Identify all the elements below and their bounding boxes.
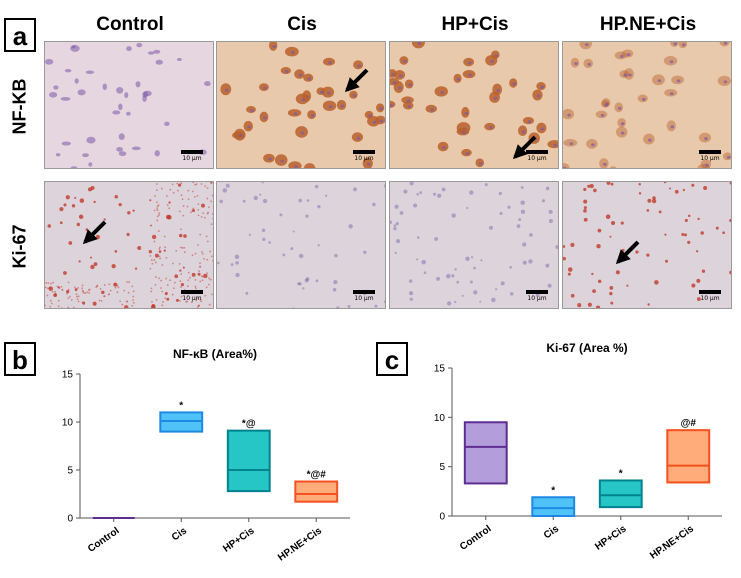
significance-label: * (551, 485, 555, 496)
significance-label: *@# (307, 470, 327, 481)
column-header-hp-cis: HP+Cis (441, 14, 509, 35)
y-tick-label: 0 (67, 514, 73, 525)
y-tick-label: 15 (434, 364, 446, 375)
nfkb-box-chart: NF-κB (Area%) 0 5 10 15 Control * Cis *@ HP+Cis *@… (62, 347, 350, 564)
y-tick-label: 15 (62, 370, 74, 381)
box-cis (531, 496, 576, 517)
category-label: HP.NE+Cis (276, 525, 324, 563)
scale-bar: 10 μm (181, 150, 203, 162)
panel-b-letter: b (4, 342, 36, 376)
micrograph-nfkb-hp-cis: 10 μm (389, 41, 559, 169)
micrograph-ki67-control: 10 μm (44, 181, 214, 309)
scale-bar-label: 10 μm (527, 295, 547, 302)
category-label: HP+Cis (221, 525, 257, 555)
significance-label: *@ (242, 419, 256, 430)
box-hp-cis (598, 479, 643, 509)
box-hp-ne-cis (666, 429, 711, 484)
micrograph-ki67-hp-ne-cis: 10 μm (562, 181, 732, 309)
box-control (463, 421, 508, 485)
category-label: Cis (170, 525, 189, 543)
category-label: HP+Cis (593, 523, 629, 553)
scale-bar-label: 10 μm (354, 155, 374, 162)
panel-c-letter: c (376, 342, 408, 376)
scale-bar: 10 μm (526, 150, 548, 162)
significance-label: * (619, 468, 623, 479)
micrograph-ki67-cis: 10 μm (216, 181, 386, 309)
box-hp-cis (226, 429, 271, 493)
row-label-ki67: Ki-67 (9, 224, 30, 269)
scale-bar-label: 10 μm (700, 155, 720, 162)
scale-bar: 10 μm (699, 290, 721, 302)
significance-label: @# (681, 418, 697, 429)
scale-bar: 10 μm (526, 290, 548, 302)
scale-bar-label: 10 μm (182, 295, 202, 302)
scale-bar: 10 μm (353, 290, 375, 302)
column-header-cis: Cis (287, 14, 317, 35)
scale-bar-label: 10 μm (182, 155, 202, 162)
micrograph-ki67-hp-cis: 10 μm (389, 181, 559, 309)
category-label: HP.NE+Cis (648, 523, 696, 561)
row-label-nfkb: NF-KB (9, 78, 30, 135)
category-label: Cis (542, 523, 561, 541)
category-label: Control (86, 525, 122, 555)
column-header-hp-ne-cis: HP.NE+Cis (599, 14, 697, 35)
y-tick-label: 5 (439, 462, 445, 473)
significance-label: * (179, 400, 183, 411)
scale-bar: 10 μm (181, 290, 203, 302)
y-tick-label: 10 (434, 413, 446, 424)
scale-bar-label: 10 μm (527, 155, 547, 162)
arrow-icon (615, 240, 640, 265)
scale-bar: 10 μm (699, 150, 721, 162)
y-tick-label: 0 (439, 512, 445, 523)
y-tick-label: 5 (67, 466, 73, 477)
scale-bar-label: 10 μm (700, 295, 720, 302)
scale-bar-label: 10 μm (354, 295, 374, 302)
arrow-icon (82, 220, 107, 245)
box-hp-ne-cis (294, 480, 339, 503)
y-tick-label: 10 (62, 418, 74, 429)
micrograph-nfkb-hp-ne-cis: 10 μm (562, 41, 732, 169)
ki67-box-chart: Ki-67 (Area %) 0 5 10 15 Control * Cis * HP+Cis @#… (434, 341, 722, 562)
scale-bar: 10 μm (353, 150, 375, 162)
chart-title: NF-κB (Area%) (173, 347, 257, 361)
micrograph-nfkb-control: 10 μm (44, 41, 214, 169)
arrow-icon (344, 68, 369, 93)
chart-title: Ki-67 (Area %) (546, 341, 627, 355)
category-label: Control (458, 523, 494, 553)
column-header-control: Control (96, 14, 164, 35)
micrograph-nfkb-cis: 10 μm (216, 41, 386, 169)
panel-a-letter: a (4, 18, 36, 52)
